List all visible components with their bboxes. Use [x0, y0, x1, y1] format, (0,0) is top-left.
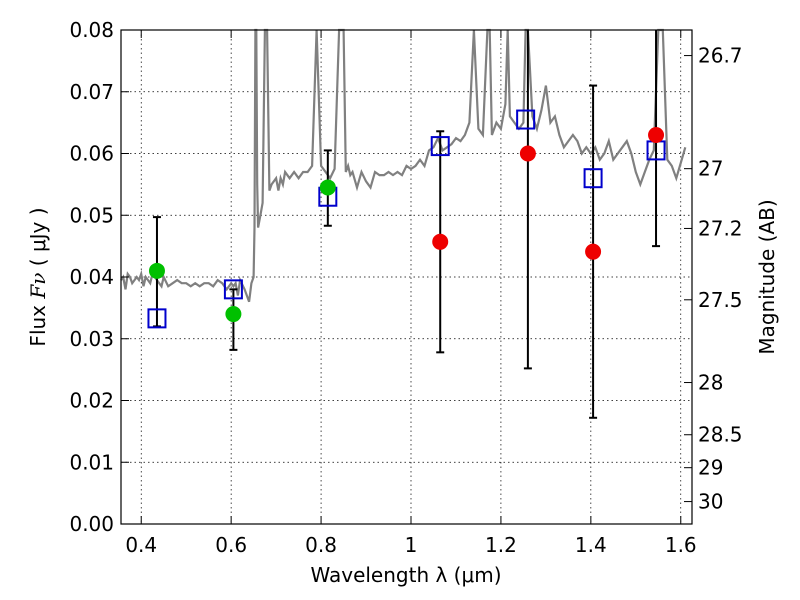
y2-tick-label: 27: [698, 157, 723, 181]
observed-flux-point: [319, 179, 336, 196]
y2-tick-label: 27.2: [698, 216, 743, 240]
x-tick-label: 1.6: [665, 533, 697, 557]
observed-flux-markers: [148, 126, 665, 323]
y-tick-label: 0.03: [69, 327, 114, 351]
observed-flux-point: [648, 126, 665, 143]
x-axis-ticks: 0.4 0.6 0.8 1 1.2 1.4 1.6: [125, 30, 697, 557]
x-tick-label: 0.4: [125, 533, 157, 557]
y-tick-label: 0.05: [69, 203, 114, 227]
observed-flux-point: [225, 306, 242, 323]
x-tick-label: 1.4: [575, 533, 607, 557]
y2-tick-label: 28: [698, 371, 723, 395]
y-tick-label: 0.01: [69, 450, 114, 474]
observed-flux-point: [432, 233, 449, 250]
x-axis-label: Wavelength λ (μm): [310, 563, 501, 587]
observed-flux-point: [519, 145, 536, 162]
y2-axis-label: Magnitude (AB): [755, 199, 779, 354]
y2-tick-label: 27.5: [698, 288, 743, 312]
x-tick-label: 0.6: [215, 533, 247, 557]
y2-tick-label: 29: [698, 456, 723, 480]
y-tick-label: 0.02: [69, 389, 114, 413]
x-tick-label: 1.2: [485, 533, 517, 557]
model-square-marker: [516, 109, 536, 130]
model-square-marker: [147, 308, 167, 329]
plot-area: [120, 28, 687, 419]
y-tick-label: 0.06: [69, 142, 114, 166]
y2-tick-label: 28.5: [698, 423, 743, 447]
y2-tick-label: 26.7: [698, 44, 743, 68]
y-axis-label-unit: ( μJy ): [26, 207, 50, 272]
y-axis-label-prefix: Flux: [26, 299, 50, 347]
y-tick-label: 0.08: [69, 18, 114, 42]
observed-flux-point: [148, 262, 165, 279]
y-tick-label: 0.07: [69, 80, 114, 104]
model-square-marker: [583, 168, 603, 189]
y2-tick-label: 30: [698, 490, 723, 514]
x-tick-label: 1: [405, 533, 418, 557]
spectrum-line: [120, 28, 687, 303]
y-tick-label: 0.00: [69, 512, 114, 536]
y-axis-label: Flux Fν ( μJy ): [26, 207, 50, 346]
x-tick-label: 0.8: [305, 533, 337, 557]
y-axis-ticks: 0.00 0.01 0.02 0.03 0.04 0.05 0.06 0.07 0.08: [69, 18, 129, 536]
model-square-marker: [430, 136, 450, 157]
y2-axis-ticks: 26.7 27 27.2 27.5 28 28.5 29 30: [684, 44, 743, 514]
y-axis-label-symbol: Fν: [26, 273, 50, 300]
model-square-marker: [223, 279, 243, 300]
y-tick-label: 0.04: [69, 265, 114, 289]
observed-flux-point: [585, 243, 602, 260]
